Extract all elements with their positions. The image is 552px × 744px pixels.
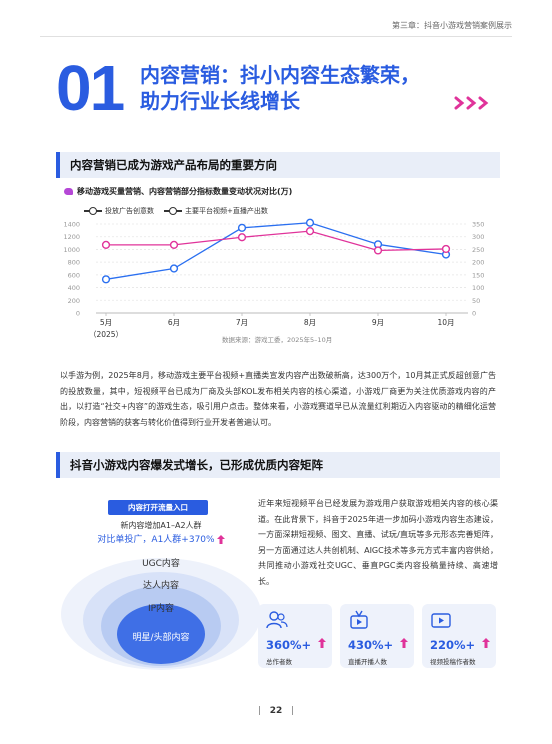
page-number: 22 <box>0 706 552 716</box>
stat-card-video: 220%+ 视频投稿作者数 <box>422 604 496 668</box>
header-divider <box>40 36 512 37</box>
y-left-tick-label: 200 <box>68 297 80 305</box>
legend-label-2: 主要平台视频+直播产出数 <box>185 207 268 215</box>
funnel-level-star: 明星/头部内容 <box>132 633 190 643</box>
series-2-point <box>237 233 247 242</box>
series-2-point <box>101 240 111 249</box>
funnel-tag: 内容打开流量入口 <box>108 500 208 515</box>
body-paragraph-1: 以手游为例，2025年8月，移动游戏主要平台视频+直播类宣发内容产出数破新高，达… <box>60 371 496 427</box>
x-tick-label: 6月 <box>168 318 180 327</box>
chart-title-text: 移动游戏买量营销、内容营销部分指标数量变动状况对比(万) <box>77 187 293 196</box>
x-tick-label: 8月 <box>304 318 316 327</box>
section-heading-2: 抖音小游戏内容爆发式增长，已形成优质内容矩阵 <box>56 452 500 478</box>
series-1-point <box>237 223 247 232</box>
legend-marker-2 <box>164 207 182 215</box>
y-right-tick-label: 300 <box>472 233 484 241</box>
body-paragraph-2: 近年来短视频平台已经发展为游戏用户获取游戏相关内容的核心渠道。在此背景下，抖音于… <box>258 499 498 586</box>
headline-line-2: 助力行业长线增长 <box>140 89 300 113</box>
stat-label: 总作者数 <box>266 658 292 666</box>
y-left-tick-label: 400 <box>68 284 80 292</box>
y-left-tick-label: 800 <box>68 259 80 267</box>
x-sublabel: （2025） <box>89 330 123 339</box>
page-headline: 内容营销：抖小内容生态繁荣， 助力行业长线增长 <box>140 62 420 114</box>
y-right-tick-label: 0 <box>472 310 476 318</box>
page-number-text: 22 <box>269 706 283 716</box>
running-head: 第三章：抖音小游戏营销案例展示 <box>392 21 512 30</box>
chevrons-right-icon <box>454 96 489 110</box>
up-arrow-icon <box>482 638 490 648</box>
y-left-tick-label: 600 <box>68 271 80 279</box>
chart-title: 移动游戏买量营销、内容营销部分指标数量变动状况对比(万) <box>64 186 292 197</box>
stat-label: 直播开播人数 <box>348 658 387 666</box>
x-tick-label: 7月 <box>236 318 248 327</box>
stat-value: 360%+ <box>266 638 312 652</box>
series-2-point <box>305 227 315 236</box>
y-right-tick-label: 150 <box>472 271 484 279</box>
y-right-tick-label: 50 <box>472 297 480 305</box>
legend-series-1: 投放广告创意数 <box>84 206 154 216</box>
funnel-note-2-text: 对比单投广，A1人群+370% <box>97 535 215 545</box>
series-line-1 <box>105 222 447 280</box>
content-funnel <box>61 558 261 670</box>
funnel-note-2: 对比单投广，A1人群+370% <box>56 532 266 545</box>
series-1-point <box>305 218 315 227</box>
series-1-point <box>101 275 111 284</box>
series-1-point <box>169 264 179 273</box>
y-left-tick-label: 1200 <box>63 233 80 241</box>
stat-card-live: 430%+ 直播开播人数 <box>340 604 414 668</box>
legend-marker-1 <box>84 207 102 215</box>
funnel-level-ip: IP内容 <box>147 604 175 614</box>
headline-line-1: 内容营销：抖小内容生态繁荣， <box>140 63 420 87</box>
series-line-2 <box>106 230 447 252</box>
x-tick-label: 5月 <box>100 318 112 327</box>
y-right-tick-label: 350 <box>472 221 484 229</box>
series-2-point <box>441 244 451 254</box>
section-heading-2-text: 抖音小游戏内容爆发式增长，已形成优质内容矩阵 <box>70 458 323 472</box>
y-left-tick-label: 1000 <box>63 246 80 254</box>
y-right-tick-label: 200 <box>472 259 484 267</box>
live-stream-icon <box>350 610 368 629</box>
up-arrow-icon <box>318 638 326 648</box>
funnel-note-1: 新内容增加A1–A2人群 <box>120 521 202 530</box>
stat-value: 220%+ <box>430 638 476 652</box>
chart-title-icon <box>64 188 73 195</box>
video-icon <box>431 613 451 628</box>
y-right-tick-label: 100 <box>472 284 484 292</box>
x-tick-label: 9月 <box>372 318 384 327</box>
funnel-level-ugc: UGC内容 <box>142 559 180 569</box>
section-heading-1-text: 内容营销已成为游戏产品布局的重要方向 <box>70 158 277 172</box>
up-arrow-icon <box>216 535 225 544</box>
up-arrow-icon <box>400 638 408 648</box>
funnel-level-kol: 达人内容 <box>142 581 179 591</box>
stat-label: 视频投稿作者数 <box>430 658 476 666</box>
stat-value: 430%+ <box>348 638 394 652</box>
line-chart: 0 200 400 600 800 1000 1200 1400 0 50 100 150 200 250… <box>63 218 484 339</box>
legend-series-2: 主要平台视频+直播产出数 <box>164 206 268 216</box>
people-icon <box>266 611 288 629</box>
y-left-tick-label: 1400 <box>63 221 80 229</box>
section-heading-1: 内容营销已成为游戏产品布局的重要方向 <box>56 152 500 178</box>
chapter-number: 01 <box>56 52 125 124</box>
chart-source: 数据来源：游戏工委，2025年5–10月 <box>222 336 333 344</box>
y-right-tick-label: 250 <box>472 246 484 254</box>
legend-label-1: 投放广告创意数 <box>105 207 154 215</box>
y-left-tick-label: 0 <box>76 310 80 318</box>
x-tick-label: 10月 <box>437 318 454 327</box>
series-2-point <box>169 240 179 249</box>
stat-card-authors: 360%+ 总作者数 <box>258 604 332 668</box>
series-2-point <box>373 246 383 255</box>
